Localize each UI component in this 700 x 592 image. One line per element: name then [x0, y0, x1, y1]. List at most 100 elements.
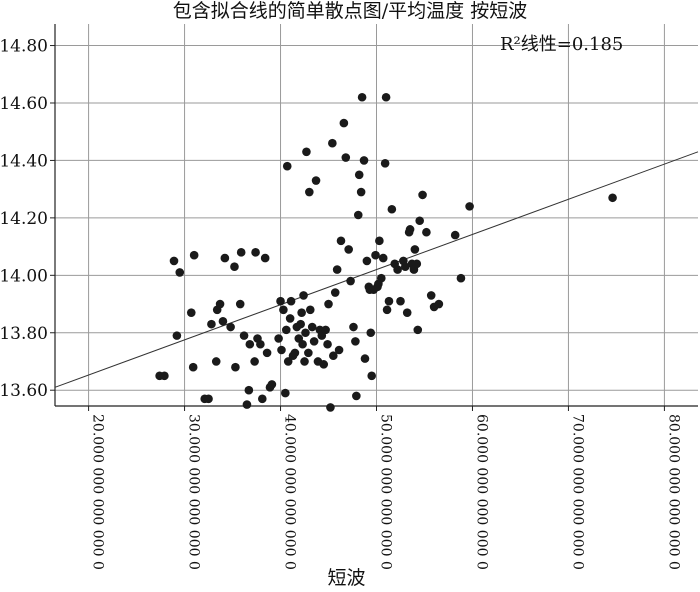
- data-point: [231, 362, 240, 372]
- data-point: [353, 210, 363, 220]
- y-tick-label: 13.60: [0, 381, 48, 401]
- data-point: [236, 248, 246, 257]
- x-tick-label: 50.000 000 000 000 0: [378, 414, 394, 570]
- data-point: [304, 348, 313, 358]
- data-point: [608, 193, 617, 203]
- data-point: [281, 388, 290, 398]
- data-point: [172, 331, 182, 340]
- data-point: [215, 299, 225, 309]
- data-point: [422, 227, 431, 237]
- data-point: [175, 268, 185, 277]
- data-point: [415, 216, 424, 226]
- data-point: [307, 322, 317, 332]
- data-point: [360, 354, 370, 363]
- data-point: [326, 403, 335, 412]
- data-point: [378, 253, 388, 263]
- data-point: [244, 385, 254, 395]
- data-point: [371, 250, 380, 260]
- data-point: [305, 187, 314, 197]
- data-point: [328, 138, 337, 148]
- data-point: [400, 262, 410, 271]
- data-point: [329, 351, 338, 361]
- y-tick-label: 14.80: [0, 37, 48, 57]
- data-point: [282, 161, 292, 171]
- data-point: [332, 265, 342, 274]
- data-point: [412, 259, 422, 269]
- data-point: [352, 391, 361, 401]
- x-tick-label: 70.000 000 000 000 0: [569, 414, 585, 570]
- data-point: [235, 299, 245, 309]
- data-point: [301, 328, 310, 338]
- data-point: [380, 159, 390, 168]
- data-point: [230, 262, 239, 271]
- y-tick-label: 14.60: [0, 94, 48, 114]
- data-point: [396, 296, 405, 306]
- data-point: [262, 348, 272, 358]
- data-point: [277, 345, 286, 355]
- data-point: [336, 236, 346, 246]
- data-point: [382, 305, 392, 315]
- data-point: [220, 253, 230, 263]
- data-point: [257, 394, 267, 404]
- data-point: [367, 371, 377, 381]
- data-point: [305, 305, 315, 315]
- data-point: [387, 204, 397, 214]
- data-point: [242, 400, 252, 409]
- data-point: [285, 314, 295, 323]
- data-point: [309, 337, 319, 346]
- data-point: [426, 291, 436, 300]
- data-point: [418, 190, 427, 200]
- data-point: [300, 357, 309, 366]
- data-point: [299, 291, 308, 300]
- data-point: [330, 288, 340, 297]
- data-point: [286, 296, 296, 306]
- data-point: [279, 305, 288, 315]
- data-point: [226, 322, 235, 332]
- data-point: [434, 299, 444, 309]
- data-point: [321, 325, 330, 335]
- data-point: [405, 225, 415, 234]
- data-point: [324, 299, 333, 309]
- x-axis-title: 短波: [327, 567, 365, 588]
- data-point: [366, 328, 376, 338]
- data-point: [160, 371, 169, 381]
- data-point: [204, 394, 213, 404]
- data-point: [354, 170, 364, 180]
- x-tick-label: 20.000 000 000 000 0: [90, 414, 106, 570]
- data-point: [465, 202, 474, 211]
- x-tick-label: 60.000 000 000 000 0: [473, 414, 489, 570]
- data-point: [290, 348, 300, 358]
- data-point: [381, 92, 391, 102]
- data-point: [281, 325, 291, 335]
- y-tick-label: 13.80: [0, 324, 48, 344]
- data-point: [349, 322, 358, 332]
- data-point: [189, 250, 199, 260]
- y-tick-label: 14.00: [0, 266, 48, 286]
- data-point: [402, 308, 412, 317]
- data-point: [188, 362, 198, 372]
- data-point: [169, 256, 179, 266]
- data-point: [376, 273, 386, 283]
- data-point: [413, 325, 423, 335]
- y-tick-label: 14.20: [0, 209, 48, 229]
- data-point: [384, 296, 394, 306]
- data-point: [274, 334, 283, 343]
- data-point: [302, 147, 311, 157]
- data-point: [410, 245, 420, 254]
- data-point: [323, 339, 332, 349]
- data-point: [207, 319, 216, 329]
- data-point: [362, 256, 372, 266]
- data-point: [245, 339, 255, 349]
- y-tick-label: 14.40: [0, 151, 48, 171]
- data-point: [218, 316, 228, 326]
- data-point: [346, 276, 355, 286]
- data-point: [344, 245, 353, 254]
- data-point: [393, 265, 402, 274]
- data-point: [356, 187, 366, 197]
- data-point: [319, 360, 329, 369]
- data-point: [297, 308, 306, 317]
- data-point: [341, 153, 351, 162]
- data-point: [450, 230, 460, 240]
- data-point: [267, 380, 277, 389]
